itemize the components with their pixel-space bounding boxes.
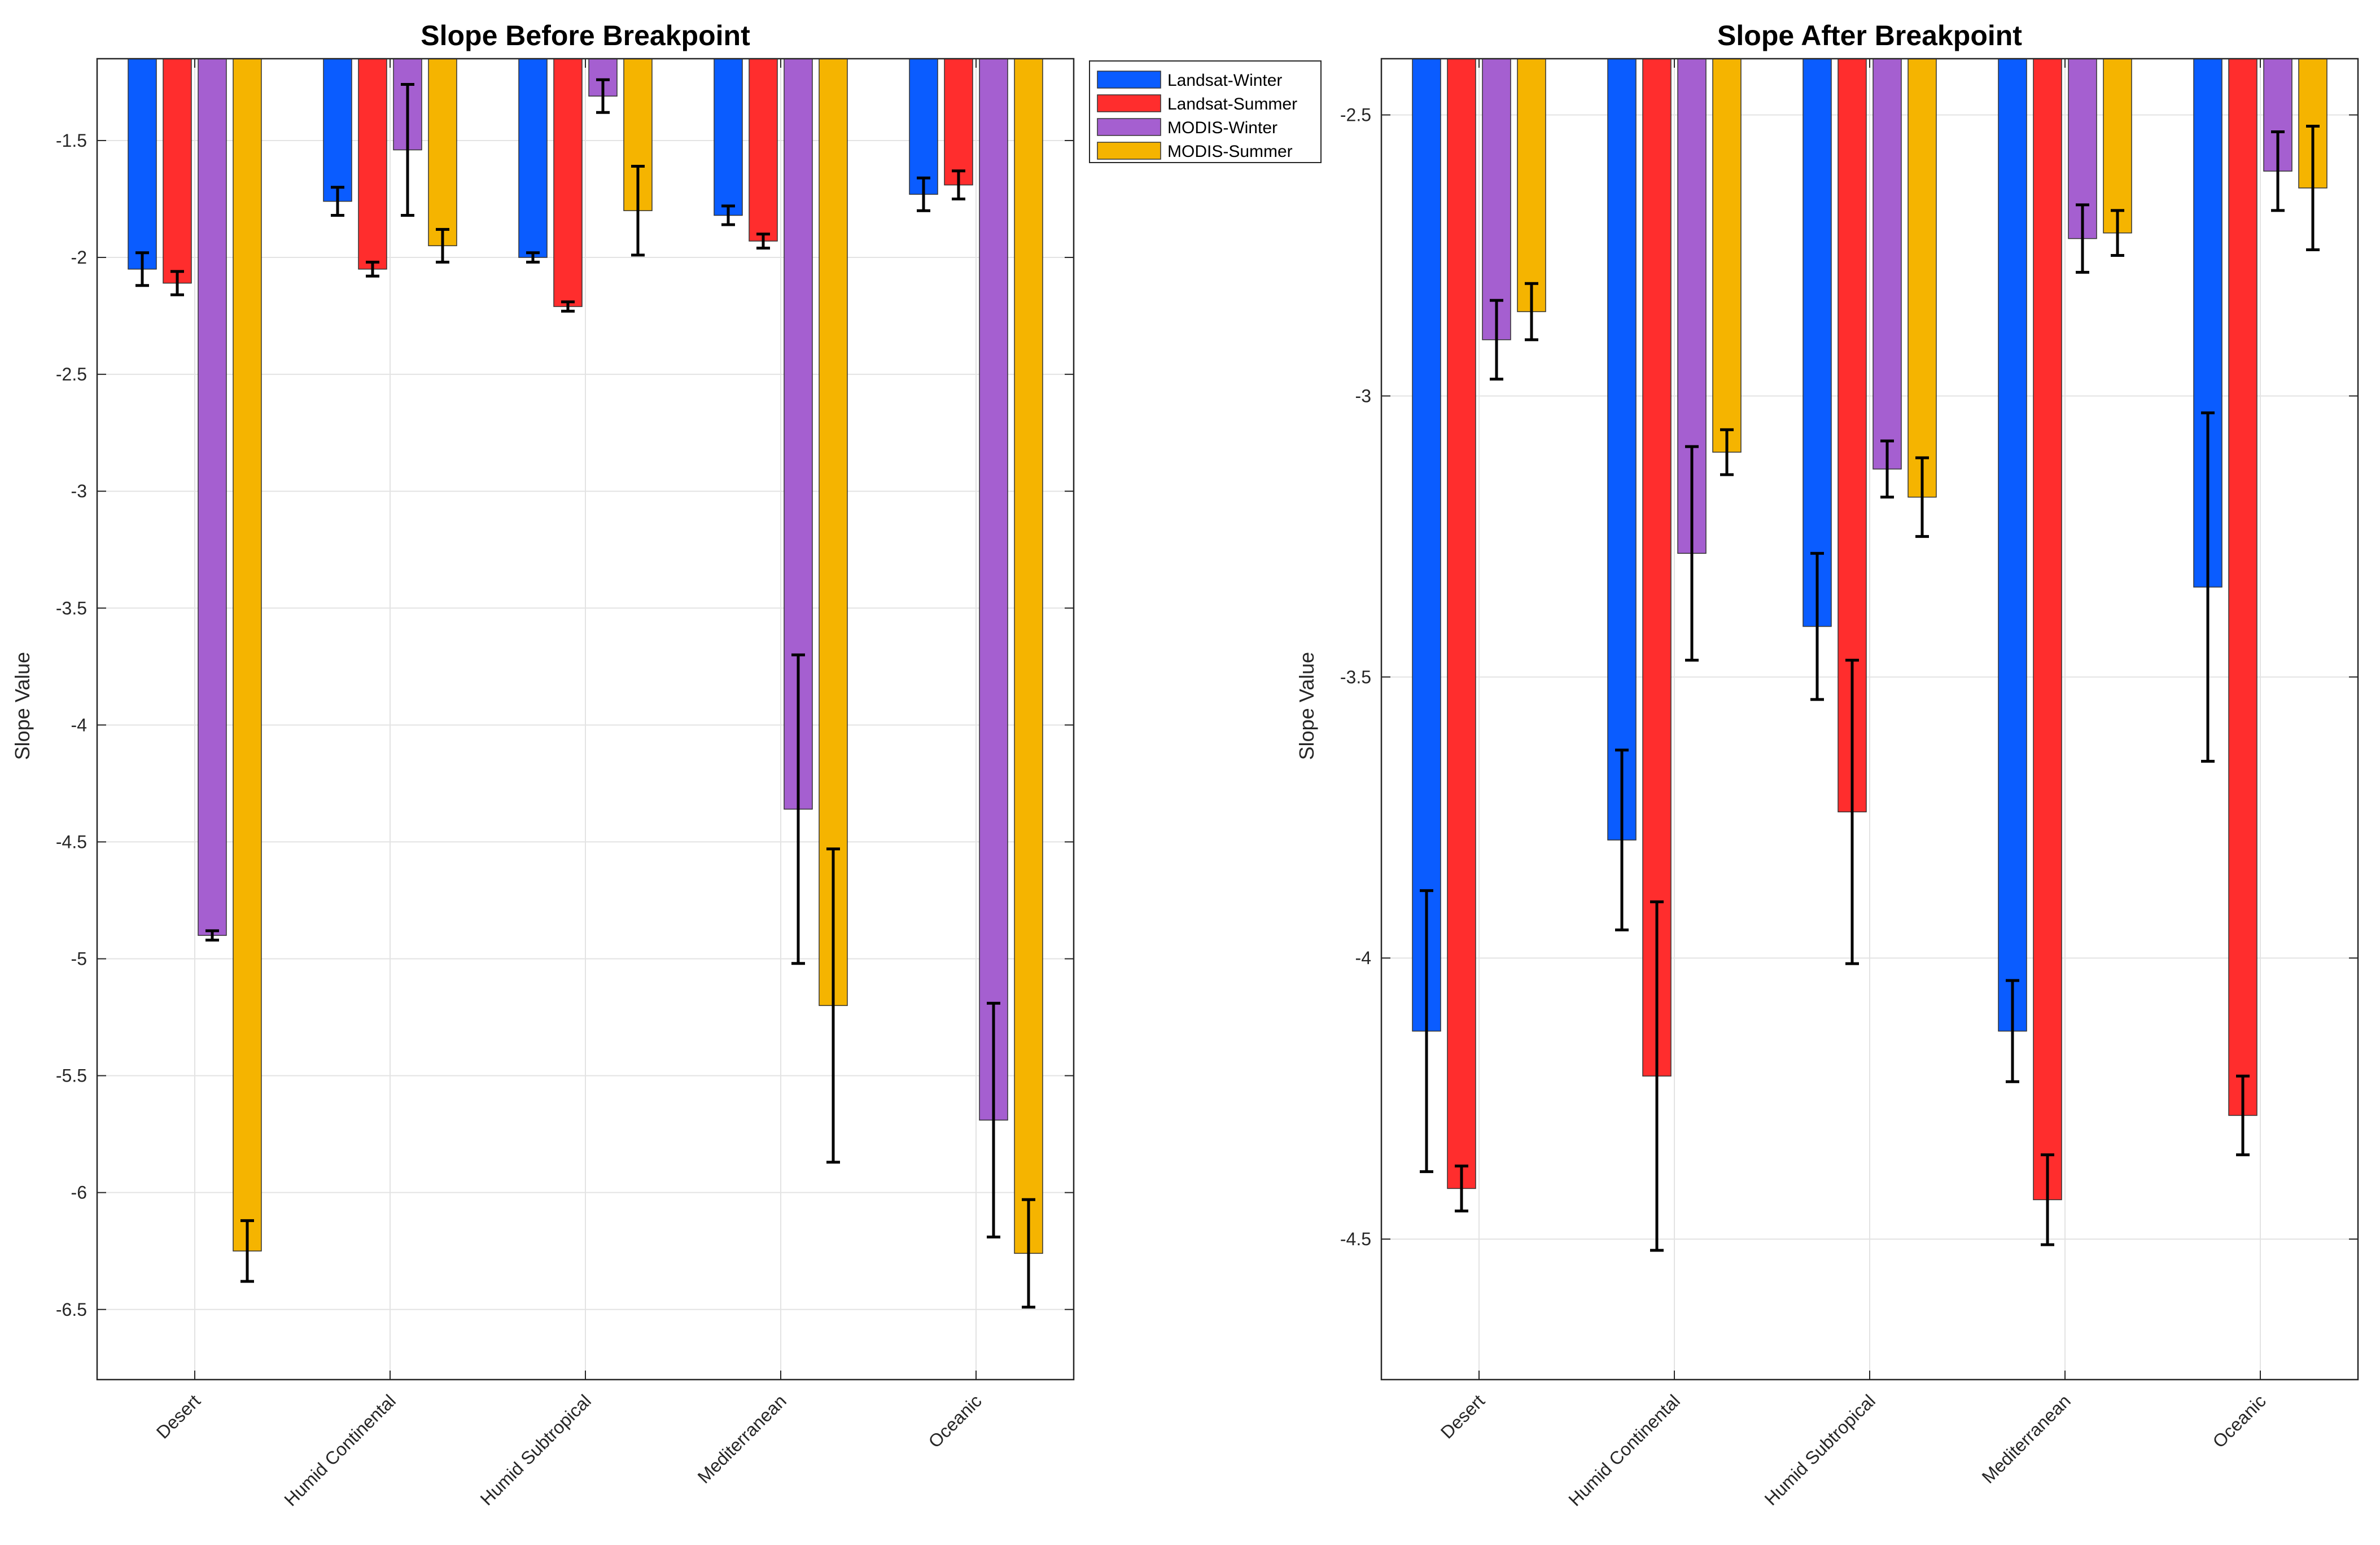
- y-tick-label: -6: [71, 1183, 87, 1203]
- y-tick-label: -2.5: [56, 364, 87, 384]
- bar: [944, 58, 973, 186]
- y-tick-label: -5.5: [56, 1066, 87, 1086]
- bar: [1998, 58, 2027, 1032]
- bar: [428, 58, 457, 247]
- y-tick-label: -2: [71, 247, 87, 268]
- bar: [1517, 58, 1546, 312]
- chart-title: Slope Before Breakpoint: [421, 20, 750, 51]
- bar: [1607, 58, 1637, 841]
- bar: [518, 58, 548, 258]
- bar: [358, 58, 387, 270]
- y-tick-label: -5: [71, 949, 87, 969]
- bar: [1447, 58, 1476, 1189]
- bar: [198, 58, 227, 936]
- y-tick-label: -6.5: [56, 1299, 87, 1320]
- bar: [1873, 58, 1902, 470]
- legend-label: Landsat-Summer: [1167, 95, 1297, 113]
- y-tick-label: -4: [71, 715, 87, 735]
- bar: [1803, 58, 1832, 627]
- bar: [909, 58, 938, 195]
- bar: [714, 58, 743, 216]
- legend: Landsat-Winter Landsat-Summer MODIS-Winter…: [1089, 60, 1322, 163]
- legend-label: MODIS-Winter: [1167, 119, 1278, 137]
- legend-swatch: [1097, 71, 1161, 89]
- y-tick-label: -4.5: [56, 831, 87, 852]
- y-tick-label: -3: [71, 481, 87, 501]
- legend-label: Landsat-Winter: [1167, 71, 1282, 90]
- y-axis-label: Slope Value: [11, 652, 34, 760]
- bar: [749, 58, 778, 242]
- axes-box: [1380, 58, 2359, 1381]
- bar: [1482, 58, 1511, 340]
- bar: [323, 58, 352, 202]
- chart-panel-1: -1.5-2-2.5-3-3.5-4-4.5-5-5.5-6-6.5Desert…: [11, 20, 1075, 1510]
- bar: [979, 58, 1008, 1121]
- bar: [163, 58, 192, 284]
- chart-title: Slope After Breakpoint: [1717, 20, 2022, 51]
- bar: [553, 58, 583, 307]
- bar: [1712, 58, 1742, 453]
- bar: [1014, 58, 1043, 1254]
- bar: [1412, 58, 1441, 1032]
- bar: [2033, 58, 2062, 1201]
- y-tick-label: -3.5: [56, 598, 87, 618]
- y-tick-label: -3: [1355, 386, 1371, 406]
- legend-label: MODIS-Summer: [1167, 142, 1293, 161]
- bar: [1908, 58, 1937, 498]
- bar: [128, 58, 157, 270]
- y-tick-label: -1.5: [56, 130, 87, 151]
- y-tick-label: -4.5: [1340, 1229, 1371, 1249]
- y-tick-label: -4: [1355, 948, 1371, 968]
- y-tick-label: -3.5: [1340, 667, 1371, 687]
- bar: [2103, 58, 2132, 234]
- legend-swatch: [1097, 94, 1161, 112]
- legend-swatch: [1097, 118, 1161, 136]
- y-axis-label: Slope Value: [1295, 652, 1318, 760]
- axes-box: [96, 58, 1075, 1381]
- y-tick-label: -2.5: [1340, 105, 1371, 125]
- bar: [233, 58, 262, 1251]
- legend-swatch: [1097, 142, 1161, 160]
- bar: [2228, 58, 2258, 1116]
